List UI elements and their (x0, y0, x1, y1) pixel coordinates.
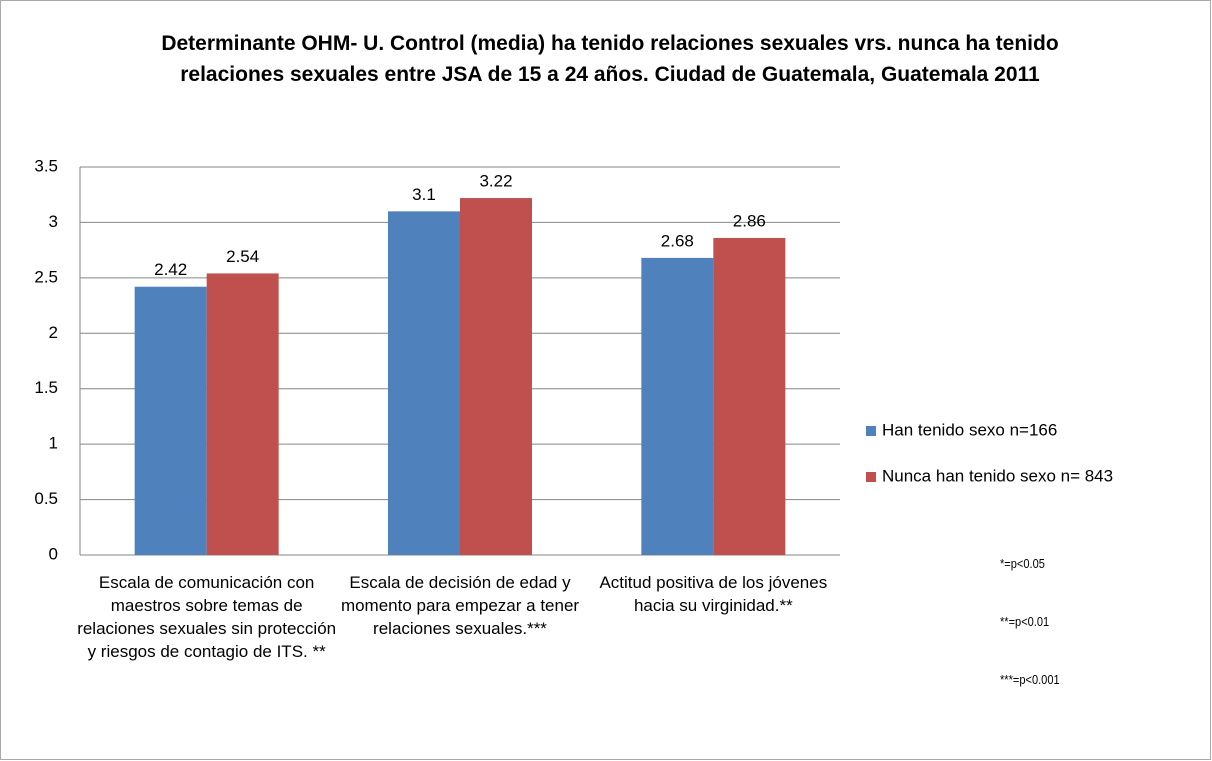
y-tick-label: 0.5 (34, 489, 58, 508)
legend-swatch (866, 426, 876, 436)
data-label: 3.22 (479, 172, 512, 191)
bar (713, 237, 786, 555)
y-tick-label: 2 (49, 323, 58, 342)
y-tick-label: 0 (49, 544, 58, 563)
legend-label: Nunca han tenido sexo n= 843 (882, 466, 1113, 485)
data-label: 2.86 (733, 211, 766, 230)
x-tick-label: Actitud positiva de los jóvenes hacia su… (599, 573, 828, 615)
y-tick-label: 3.5 (34, 156, 58, 175)
data-label: 2.68 (661, 231, 694, 250)
x-tick-label: Escala de comunicación con maestros sobr… (77, 573, 337, 661)
bar (460, 198, 532, 556)
y-tick-label: 2.5 (34, 267, 58, 286)
annotation: *=p<0.05 (1000, 556, 1045, 571)
annotation: **=p<0.01 (1000, 614, 1050, 629)
bar (134, 286, 207, 555)
bar (206, 273, 279, 555)
bar (388, 211, 460, 556)
annotation: ***=p<0.001 (1000, 672, 1060, 687)
bar (641, 257, 714, 555)
y-tick-label: 1 (49, 434, 58, 453)
legend-label: Han tenido sexo n=166 (882, 420, 1057, 439)
y-tick-label: 1.5 (34, 378, 58, 397)
data-label: 3.1 (412, 185, 436, 204)
y-tick-label: 3 (49, 212, 58, 231)
x-tick-label: Escala de decisión de edad y momento par… (340, 573, 580, 638)
data-label: 2.42 (154, 260, 187, 279)
data-label: 2.54 (226, 247, 259, 266)
chart-title: Determinante OHM- U. Control (media) ha … (161, 32, 1059, 86)
legend-swatch (866, 472, 876, 482)
